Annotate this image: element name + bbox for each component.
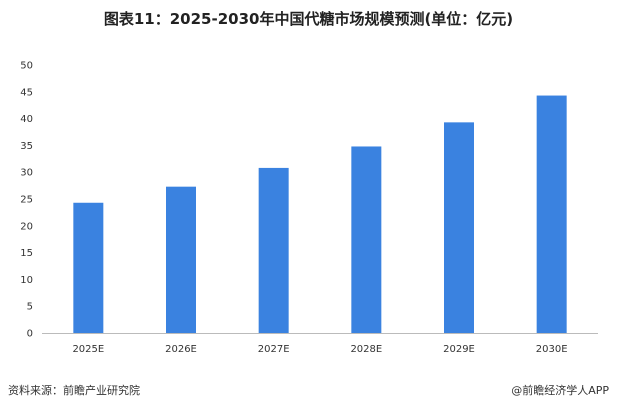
y-tick-label: 50	[20, 61, 33, 72]
bar-2025E	[73, 202, 104, 333]
x-tick-label: 2026E	[165, 344, 197, 355]
chart-title: 图表11：2025-2030年中国代糖市场规模预测(单位：亿元)	[103, 10, 514, 28]
y-tick-label: 40	[20, 114, 33, 125]
x-tick-label: 2028E	[350, 344, 382, 355]
y-tick-label: 0	[27, 329, 33, 340]
y-tick-label: 35	[20, 141, 33, 152]
y-tick-label: 20	[20, 221, 33, 232]
y-tick-label: 45	[20, 87, 33, 98]
bar-2030E	[536, 95, 567, 333]
x-axis: 2025E 2026E 2027E 2028E 2029E 2030E	[72, 344, 567, 355]
y-tick-label: 10	[20, 275, 33, 286]
y-tick-label: 30	[20, 168, 33, 179]
brand-label: @前瞻经济学人APP	[511, 384, 609, 397]
bars-group	[73, 95, 567, 334]
x-tick-label: 2029E	[443, 344, 475, 355]
y-axis: 0 5 10 15 20 25 30 35 40 45 50	[20, 61, 33, 340]
y-tick-label: 25	[20, 195, 33, 206]
bar-2028E	[351, 146, 382, 333]
bar-2026E	[166, 186, 196, 333]
bar-2027E	[258, 167, 289, 333]
x-tick-label: 2027E	[258, 344, 290, 355]
source-note: 资料来源：前瞻产业研究院	[8, 384, 140, 397]
y-tick-label: 5	[27, 302, 33, 313]
x-tick-label: 2025E	[72, 344, 104, 355]
x-tick-label: 2030E	[536, 344, 568, 355]
y-tick-label: 15	[20, 248, 33, 259]
bar-2029E	[444, 122, 474, 334]
